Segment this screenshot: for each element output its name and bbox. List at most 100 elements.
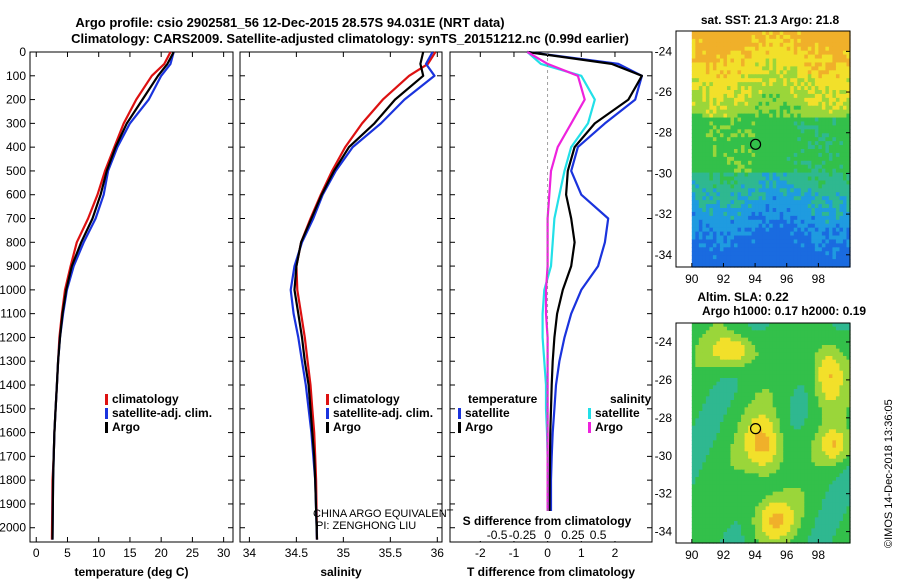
map-cell — [734, 359, 739, 364]
map-cell — [825, 425, 830, 430]
map-cell — [748, 34, 753, 40]
map-cell — [737, 392, 742, 397]
map-cell — [744, 451, 749, 456]
map-cell — [751, 180, 756, 185]
map-cell — [832, 86, 837, 91]
map-cell — [758, 200, 763, 205]
map-cell — [737, 200, 742, 205]
map-cell — [748, 247, 753, 252]
map-cell — [779, 378, 784, 383]
map-cell — [691, 352, 696, 357]
map-cell — [772, 188, 777, 193]
map-cell — [730, 259, 735, 264]
map-cell — [730, 192, 735, 197]
map-cell — [786, 436, 791, 441]
map-cell — [814, 396, 819, 401]
map-cell — [804, 251, 809, 256]
map-cell — [719, 396, 725, 401]
map-cell — [705, 444, 710, 449]
map-cell — [691, 86, 696, 91]
map-cell — [737, 70, 742, 75]
map-cell — [779, 223, 784, 229]
map-cell — [828, 117, 834, 123]
map-cell — [825, 133, 830, 138]
map-cell — [737, 444, 742, 449]
map-cell — [716, 156, 721, 162]
map-cell — [821, 444, 826, 449]
map-cell — [705, 484, 710, 489]
map-cell — [741, 152, 746, 158]
map-cell — [769, 396, 774, 401]
map-cell — [832, 444, 837, 449]
map-cell — [776, 121, 781, 126]
map-cell — [835, 473, 841, 478]
map-cell — [818, 436, 823, 441]
map-cell — [804, 356, 809, 361]
map-cell — [762, 473, 767, 478]
map-cell — [776, 34, 781, 40]
map-cell — [825, 466, 830, 471]
map-cell — [709, 208, 714, 213]
map-cell — [825, 129, 830, 134]
map-cell — [790, 176, 795, 182]
map-cell — [698, 484, 703, 489]
map-cell — [839, 137, 844, 142]
map-cell — [821, 145, 826, 150]
map-cell — [712, 196, 718, 201]
map-cell — [719, 184, 725, 189]
map-cell — [765, 323, 770, 328]
map-cell — [807, 211, 812, 217]
map-cell — [846, 440, 851, 445]
map-cell — [846, 200, 851, 205]
map-cell — [797, 429, 802, 434]
map-cell — [828, 326, 834, 331]
map-cell — [734, 484, 739, 489]
map-cell — [828, 176, 834, 182]
map-cell — [835, 117, 841, 123]
map-cell — [839, 192, 844, 197]
map-cell — [765, 82, 770, 87]
map-cell — [765, 385, 770, 390]
map-cell — [705, 208, 710, 213]
map-cell — [797, 188, 802, 193]
map-cell — [811, 334, 816, 339]
map-cell — [818, 160, 823, 166]
map-cell — [702, 160, 707, 166]
map-cell — [793, 82, 798, 87]
map-cell — [765, 425, 770, 430]
map-cell — [730, 255, 735, 260]
map-cell — [702, 208, 707, 213]
map-cell — [755, 341, 760, 346]
map-cell — [772, 263, 777, 268]
map-cell — [825, 326, 830, 331]
map-cell — [783, 105, 788, 111]
map-cell — [779, 145, 784, 150]
map-cell — [719, 42, 725, 48]
map-cell — [776, 180, 781, 185]
map-cell — [793, 145, 798, 150]
map-cell — [814, 243, 819, 248]
map-cell — [723, 97, 728, 103]
map-cell — [709, 477, 714, 482]
map-cell — [702, 125, 707, 130]
map-cell — [734, 348, 739, 353]
map-cell — [705, 176, 710, 182]
map-cell — [769, 227, 774, 233]
map-cell — [821, 184, 826, 189]
map-cell — [762, 389, 767, 394]
map-cell — [691, 440, 696, 445]
map-cell — [846, 407, 851, 412]
map-cell — [751, 352, 756, 357]
map-cell — [790, 90, 795, 95]
map-cell — [839, 149, 844, 154]
map-cell — [765, 180, 770, 185]
map-cell — [726, 484, 732, 489]
map-cell — [698, 129, 703, 134]
map-cell — [758, 378, 763, 383]
map-cell — [835, 235, 841, 241]
map-cell — [712, 156, 718, 162]
map-cell — [719, 211, 725, 217]
map-cell — [783, 473, 788, 478]
map-cell — [698, 352, 703, 357]
map-cell — [832, 78, 837, 83]
